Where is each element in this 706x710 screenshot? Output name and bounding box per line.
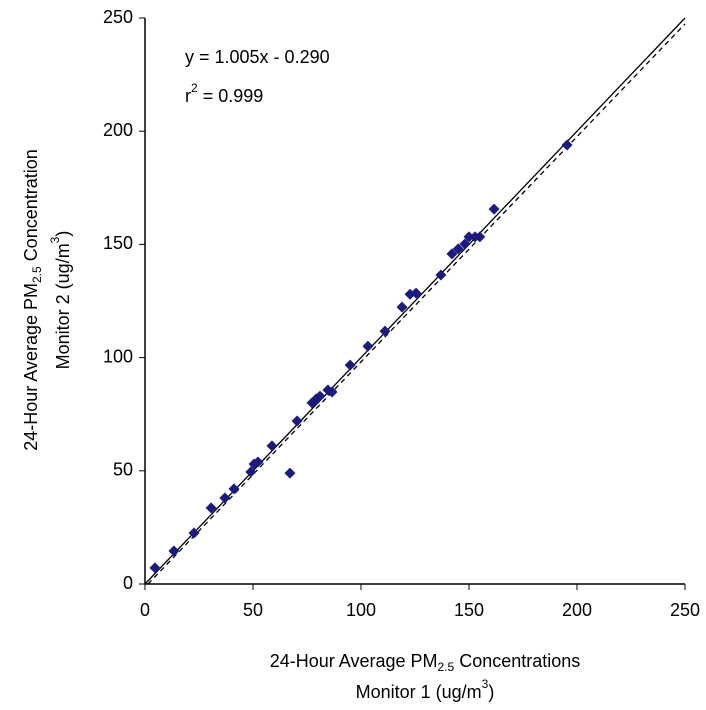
fit-line [147,23,686,585]
annotation-r2: r2 = 0.999 [185,81,263,106]
x-tick-label: 250 [670,600,700,620]
r-sup: 2 [191,81,198,95]
point [396,301,408,313]
point [188,527,200,539]
y-tick-label: 200 [103,120,133,140]
point [344,359,356,371]
x-label-1: 24-Hour Average PM2.5 Concentrations [270,651,581,674]
point [149,562,161,574]
x-tick-label: 50 [243,600,263,620]
point [459,238,471,250]
point [266,440,278,452]
y-tick-label: 250 [103,7,133,27]
y-label-rest: ) [53,231,73,237]
point [326,386,338,398]
r: r [185,86,191,106]
x-tick-label: 0 [140,600,150,620]
y-label-1: 24-Hour Average PM2.5 Concentration [21,149,44,451]
point [474,231,486,243]
y-tick-label: 50 [113,460,133,480]
point [252,456,264,468]
point [463,231,475,243]
y-label-text: Monitor 2 (ug/m [53,243,73,369]
r-value: = 0.999 [198,86,264,106]
point [228,483,240,495]
x-label-rest: ) [488,682,494,702]
y-label-rest: Concentration [21,149,41,266]
y-tick-label: 100 [103,346,133,366]
point [452,243,464,255]
y-tick-label: 0 [123,573,133,593]
point [488,203,500,215]
annotation-equation: y = 1.005x - 0.290 [185,47,330,67]
x-label-sup: 3 [482,677,489,691]
point [314,390,326,402]
y-label-sub: 2.5 [30,266,44,283]
point [446,248,458,260]
x-label-text: Monitor 1 (ug/m [356,682,482,702]
point [435,269,447,281]
x-label-sub: 2.5 [438,660,455,674]
y-label-sup: 3 [48,236,62,243]
x-tick-label: 150 [454,600,484,620]
point [245,466,257,478]
x-tick-label: 100 [346,600,376,620]
point [561,139,573,151]
point [219,492,231,504]
point [168,545,180,557]
point [284,467,296,479]
y-label-2: Monitor 2 (ug/m3) [48,231,73,370]
x-label-rest: Concentrations [454,651,580,671]
point [205,502,217,514]
x-tick-label: 200 [562,600,592,620]
x-label-text: 24-Hour Average PM [270,651,438,671]
point [362,340,374,352]
point [379,325,391,337]
y-tick-label: 150 [103,233,133,253]
y-label-text: 24-Hour Average PM [21,283,41,451]
point [291,415,303,427]
point [410,287,422,299]
x-label-2: Monitor 1 (ug/m3) [356,677,495,702]
